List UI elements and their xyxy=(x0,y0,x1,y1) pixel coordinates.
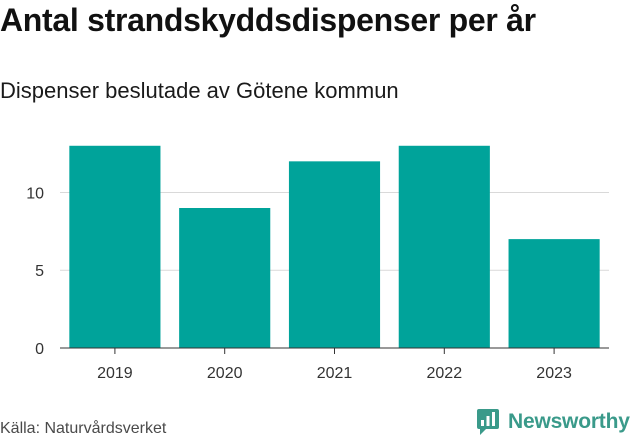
brand-name: Newsworthy xyxy=(508,410,630,433)
x-tick-label: 2022 xyxy=(427,365,463,382)
y-tick-label: 10 xyxy=(26,185,44,202)
y-tick-label: 0 xyxy=(35,341,44,358)
brand-logo: Newsworthy xyxy=(476,407,630,437)
bar xyxy=(508,239,600,348)
bar xyxy=(398,145,490,348)
x-tick-label: 2020 xyxy=(207,365,243,382)
chart-subtitle: Dispenser beslutade av Götene kommun xyxy=(0,78,399,103)
y-tick-label: 5 xyxy=(35,263,44,280)
x-tick-label: 2019 xyxy=(97,365,133,382)
bar xyxy=(288,161,381,348)
source-note: Källa: Naturvårdsverket xyxy=(0,420,167,437)
bar xyxy=(69,145,161,348)
bar xyxy=(179,208,271,348)
x-tick-label: 2023 xyxy=(536,365,572,382)
bar-chart: 0 5 10 2019 2020 2021 2022 2023 xyxy=(26,145,609,382)
chart-title: Antal strandskyddsdispenser per år xyxy=(0,2,536,38)
x-tick-label: 2021 xyxy=(317,365,353,382)
newsworthy-logo-icon xyxy=(477,409,499,435)
